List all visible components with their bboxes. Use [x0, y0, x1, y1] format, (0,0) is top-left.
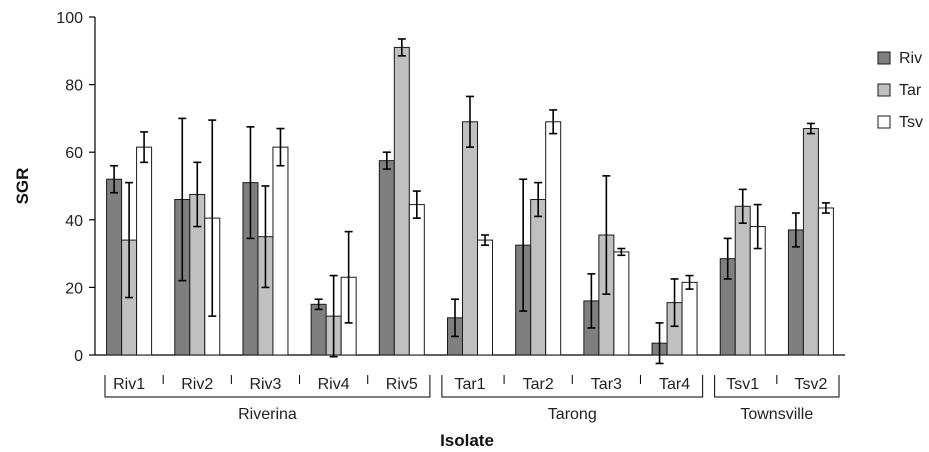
bar-tar [734, 205, 751, 356]
bar-riv [378, 160, 395, 356]
bar-tsv [817, 207, 834, 356]
bar-tar [530, 199, 547, 356]
x-tick-label: Riv3 [249, 376, 281, 393]
bar-tsv [545, 121, 562, 356]
bar-tsv [272, 146, 289, 356]
x-tick-label: Riv2 [181, 376, 213, 393]
y-tick-label: 20 [65, 280, 83, 297]
group-label: Townsville [740, 406, 813, 423]
x-tick-label: Tsv2 [794, 376, 827, 393]
legend-label: Riv [899, 50, 922, 67]
y-tick-label: 0 [74, 348, 83, 365]
group-bracket [104, 375, 431, 398]
x-tick-label: Riv4 [318, 376, 350, 393]
bar-tsv [408, 204, 425, 356]
bar-tar [393, 46, 410, 356]
bar-tsv [477, 239, 493, 356]
legend-swatch [877, 51, 891, 65]
group-bracket [714, 375, 840, 398]
legend-swatch [877, 83, 891, 97]
x-tick-label: Tar1 [454, 376, 485, 393]
bar-riv [310, 303, 327, 356]
legend-swatch [877, 115, 891, 129]
bar-tar [802, 128, 819, 356]
error-bars [110, 38, 830, 365]
y-axis-title: SGR [13, 168, 32, 205]
y-tick-label: 60 [65, 145, 83, 162]
x-tick-label: Tar2 [523, 376, 554, 393]
bars [106, 46, 834, 356]
bar-tsv [681, 281, 698, 356]
y-tick-label: 100 [56, 10, 83, 27]
x-tick-label: Tar4 [659, 376, 690, 393]
x-tick-label: Riv1 [113, 376, 145, 393]
y-tick-label: 40 [65, 213, 83, 230]
x-tick-label: Tsv1 [726, 376, 759, 393]
bar-riv [787, 229, 804, 356]
y-tick-label: 80 [65, 78, 83, 95]
bar-riv [106, 178, 123, 356]
bar-tsv [136, 146, 153, 356]
legend-label: Tar [899, 82, 922, 99]
group-bracket [441, 375, 704, 398]
x-tick-label: Riv5 [386, 376, 418, 393]
x-axis-title: Isolate [440, 431, 494, 450]
legend-label: Tsv [899, 114, 923, 131]
legend: Riv Tar Tsv [877, 50, 923, 131]
bar-tsv [613, 251, 630, 356]
x-tick-label: Tar3 [591, 376, 622, 393]
group-label: Riverina [238, 406, 297, 423]
bar-tar [462, 121, 478, 356]
x-axis: Riv1 Riv2 Riv3 Riv4 Riv5 Tar1 Tar2 Tar3 Tar4 Tsv1… [104, 375, 840, 423]
group-label: Tarong [548, 406, 597, 423]
